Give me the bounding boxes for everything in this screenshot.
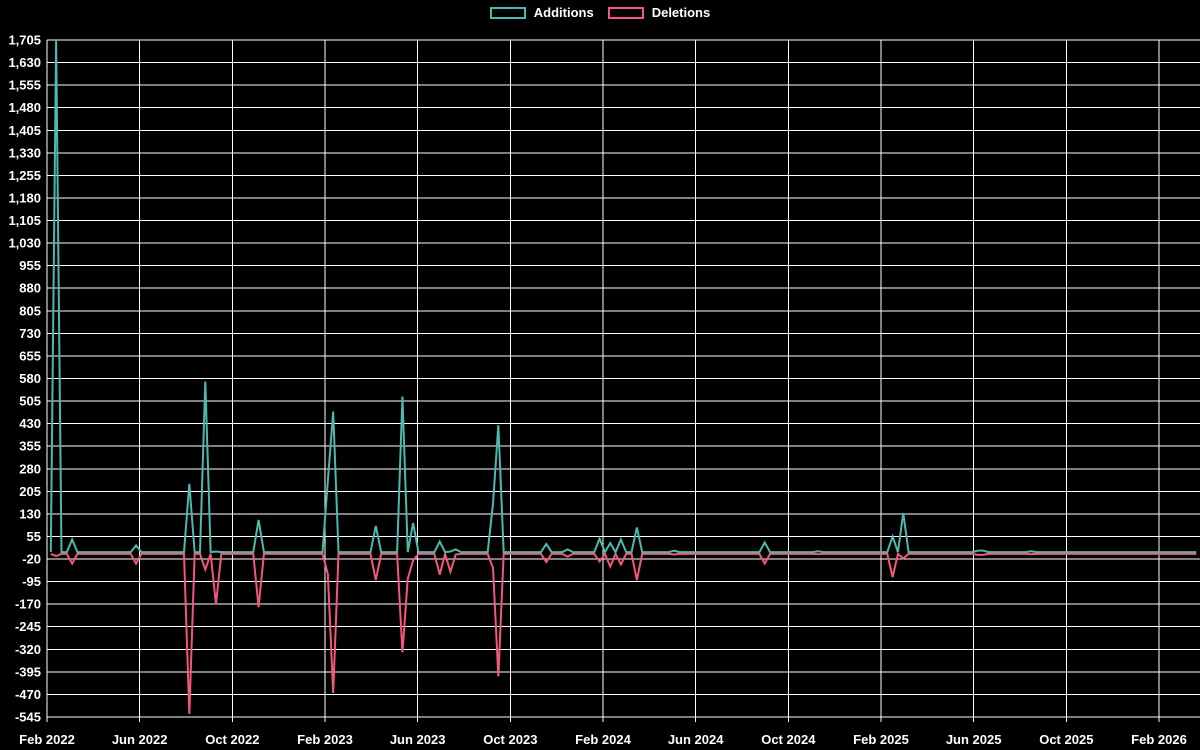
y-tick-label: -20 (22, 552, 41, 567)
y-tick-label: -245 (15, 619, 41, 634)
y-tick-label: 730 (19, 326, 41, 341)
y-tick-label: 280 (19, 461, 41, 476)
legend-label-deletions: Deletions (651, 5, 711, 20)
additions-line (49, 39, 1197, 555)
legend-item-deletions[interactable]: Deletions (607, 4, 711, 22)
y-tick-label: -545 (15, 710, 41, 725)
y-tick-label: 655 (19, 348, 41, 363)
y-tick-label: 805 (19, 303, 41, 318)
y-tick-label: 1,480 (8, 100, 41, 115)
y-tick-label: -395 (15, 664, 41, 679)
x-tick-label: Feb 2022 (19, 732, 75, 747)
y-tick-label: 205 (19, 484, 41, 499)
y-tick-label: 1,255 (8, 168, 41, 183)
y-tick-label: 1,405 (8, 123, 41, 138)
y-tick-label: 1,180 (8, 190, 41, 205)
x-tick-label: Jun 2025 (946, 732, 1002, 747)
legend-item-additions[interactable]: Additions (489, 4, 594, 22)
x-tick-label: Oct 2022 (205, 732, 259, 747)
legend-label-additions: Additions (533, 5, 594, 20)
y-tick-label: 580 (19, 371, 41, 386)
x-tick-label: Feb 2025 (853, 732, 909, 747)
x-tick-label: Jun 2023 (390, 732, 446, 747)
deletions-swatch-icon (607, 7, 644, 19)
x-tick-label: Oct 2024 (761, 732, 816, 747)
x-tick-label: Feb 2023 (297, 732, 353, 747)
y-tick-label: 55 (27, 529, 41, 544)
y-tick-label: 1,555 (8, 78, 41, 93)
y-tick-label: -95 (22, 574, 41, 589)
y-tick-label: 1,030 (8, 236, 41, 251)
y-tick-label: 505 (19, 394, 41, 409)
y-tick-label: 1,630 (8, 55, 41, 70)
x-tick-label: Feb 2026 (1131, 732, 1187, 747)
deletions-line (50, 550, 1197, 715)
x-tick-label: Oct 2023 (483, 732, 537, 747)
additions-swatch-icon (489, 7, 526, 19)
x-tick-label: Jun 2024 (668, 732, 724, 747)
y-tick-label: 880 (19, 281, 41, 296)
x-tick-label: Oct 2025 (1039, 732, 1093, 747)
y-tick-label: 1,330 (8, 145, 41, 160)
y-tick-label: 130 (19, 506, 41, 521)
y-tick-label: 430 (19, 416, 41, 431)
y-tick-label: -320 (15, 642, 41, 657)
y-tick-label: -170 (15, 597, 41, 612)
y-tick-label: 1,705 (8, 33, 41, 48)
y-tick-label: 955 (19, 258, 41, 273)
x-tick-label: Feb 2024 (575, 732, 631, 747)
chart-legend: Additions Deletions (0, 4, 1200, 22)
y-tick-label: 1,105 (8, 213, 41, 228)
y-tick-label: -470 (15, 687, 41, 702)
x-tick-label: Jun 2022 (112, 732, 168, 747)
y-tick-label: 355 (19, 439, 41, 454)
